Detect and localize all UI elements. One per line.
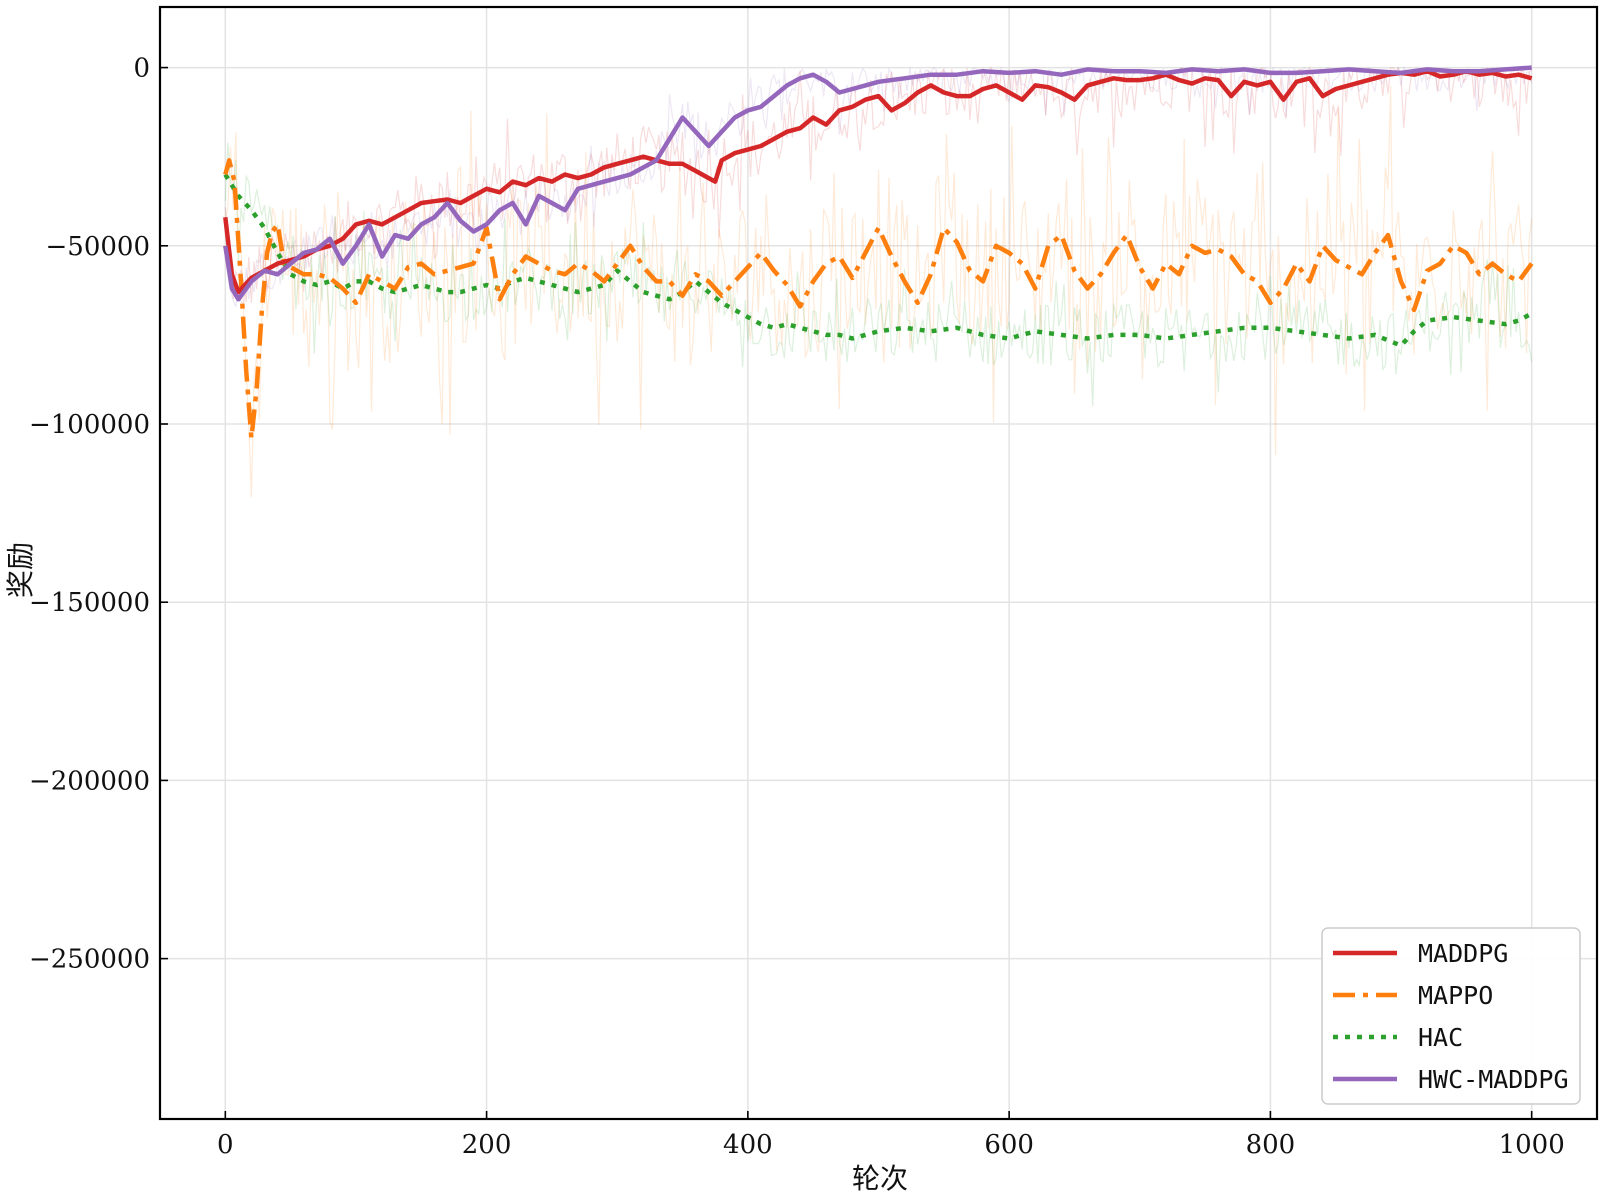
- x-tick-label: 1000: [1499, 1130, 1565, 1160]
- raw-trace-maddpg: [224, 66, 1533, 303]
- series-line-maddpg: [223, 68, 1533, 295]
- x-tick-label: 600: [984, 1130, 1034, 1160]
- legend-label-maddpg: MADDPG: [1418, 939, 1508, 968]
- x-tick-label: 0: [217, 1130, 234, 1160]
- y-tick-label: −50000: [46, 232, 151, 262]
- legend-label-mappo: MAPPO: [1418, 981, 1493, 1010]
- grid: [160, 7, 1597, 1119]
- x-axis-label: 轮次: [852, 1162, 908, 1195]
- raw-trace-mappo: [224, 85, 1533, 498]
- y-tick-label: −100000: [29, 410, 150, 440]
- axis-ticks: 0 200 400 600 800 1000 0 −50000 −100000 −150000 −2…: [29, 54, 1565, 1160]
- series-line-hwc-maddpg: [223, 65, 1532, 302]
- x-tick-label: 800: [1246, 1130, 1296, 1160]
- y-tick-label: −150000: [29, 588, 150, 618]
- series-line-mappo: [223, 158, 1534, 441]
- y-tick-label: 0: [133, 54, 150, 84]
- y-tick-label: −200000: [29, 766, 150, 796]
- legend: MADDPG MAPPO HAC HWC-MADDPG: [1321, 927, 1581, 1105]
- legend-label-hac: HAC: [1418, 1023, 1463, 1052]
- y-axis-label: 奖励: [4, 542, 37, 598]
- y-tick-label: −250000: [29, 945, 150, 975]
- plot-frame: [158, 5, 1599, 1121]
- x-tick-label: 200: [462, 1130, 512, 1160]
- legend-label-hwc-maddpg: HWC-MADDPG: [1418, 1065, 1569, 1094]
- series-line-hac: [223, 173, 1533, 348]
- smoothed-series: [223, 65, 1534, 441]
- raw-trace-hac: [224, 142, 1533, 406]
- raw-reward-traces: [224, 65, 1533, 498]
- x-tick-label: 400: [723, 1130, 773, 1160]
- legend-box: [1321, 927, 1581, 1105]
